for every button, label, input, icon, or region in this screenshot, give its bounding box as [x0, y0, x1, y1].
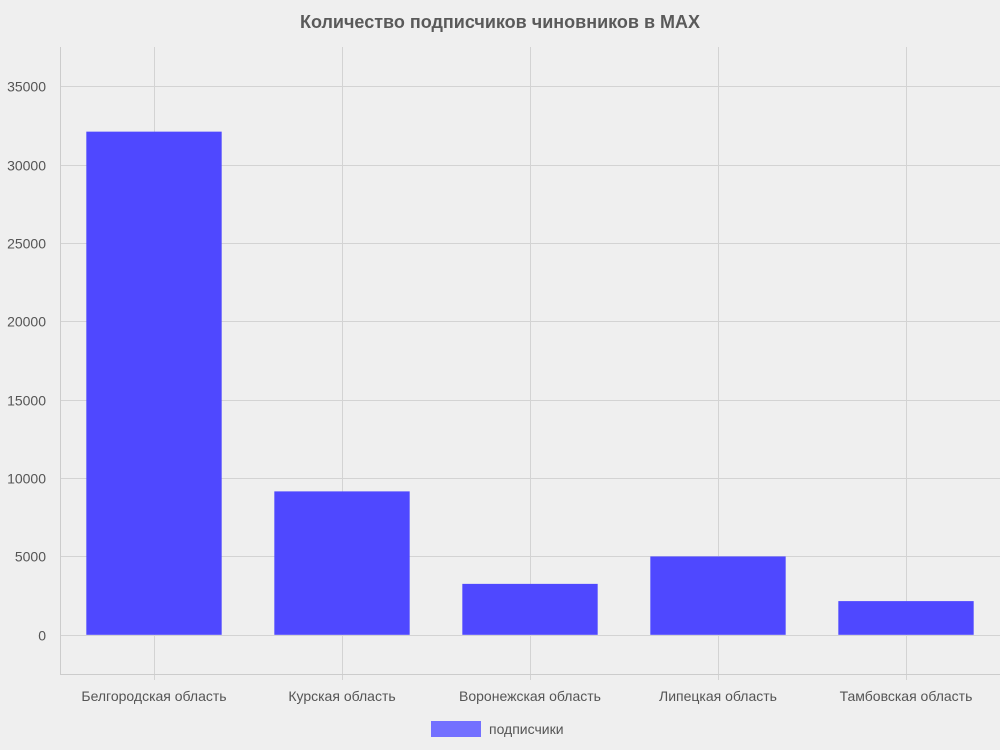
x-tick-label: Тамбовская область: [840, 688, 973, 704]
x-axis-category-labels: Белгородская область Курская область Ворон…: [81, 688, 972, 704]
legend[interactable]: подписчики: [431, 721, 564, 737]
bar[interactable]: [274, 491, 410, 635]
y-tick-label: 35000: [7, 79, 46, 95]
y-axis-tick-labels: 0 5000 10000 15000 20000 25000 30000 35000: [7, 79, 46, 644]
y-tick-label: 5000: [15, 549, 46, 565]
bar[interactable]: [838, 601, 974, 635]
bar[interactable]: [86, 131, 222, 635]
legend-swatch[interactable]: [431, 721, 481, 737]
x-tick-label: Воронежская область: [459, 688, 601, 704]
x-tick-label: Липецкая область: [659, 688, 777, 704]
bar[interactable]: [650, 556, 786, 635]
x-tick-label: Белгородская область: [81, 688, 226, 704]
y-tick-label: 0: [38, 628, 46, 644]
bars: [86, 131, 974, 635]
axes: [60, 47, 1000, 675]
y-tick-label: 30000: [7, 158, 46, 174]
legend-label[interactable]: подписчики: [489, 721, 564, 737]
y-tick-label: 25000: [7, 236, 46, 252]
y-tick-label: 20000: [7, 314, 46, 330]
chart-title: Количество подписчиков чиновников в MAX: [300, 12, 700, 32]
x-tick-label: Курская область: [288, 688, 395, 704]
y-tick-label: 15000: [7, 393, 46, 409]
bar[interactable]: [462, 583, 598, 635]
y-tick-label: 10000: [7, 471, 46, 487]
